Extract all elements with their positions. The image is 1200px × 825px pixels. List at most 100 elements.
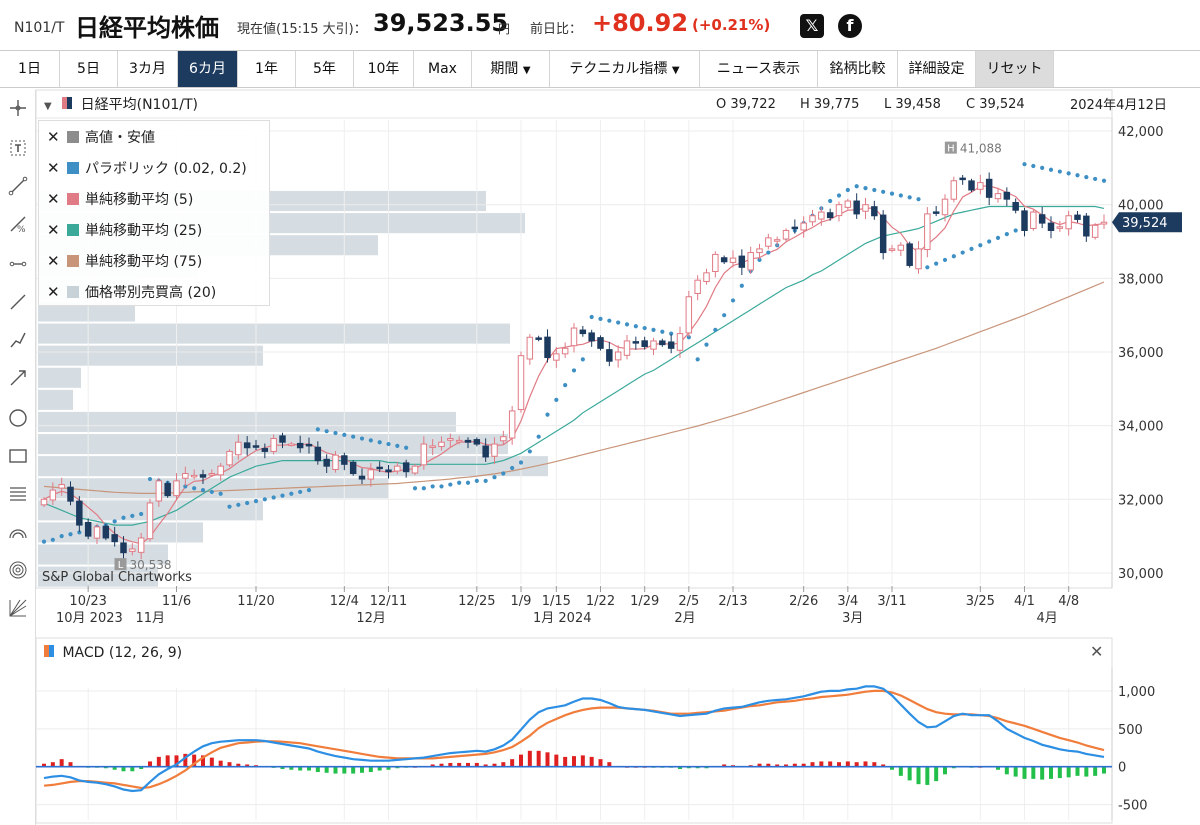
ohlc-close: C 39,524 bbox=[966, 97, 1025, 112]
macd-histogram-bar bbox=[236, 763, 241, 767]
indicator-sma5[interactable]: ✕ 単純移動平均 (5) bbox=[47, 189, 193, 209]
macd-histogram-bar bbox=[377, 766, 382, 771]
candle-body bbox=[862, 204, 869, 212]
psar-dot bbox=[395, 443, 400, 449]
candle-body bbox=[1021, 210, 1028, 231]
period-3m-button[interactable]: 3カ月 bbox=[118, 51, 178, 87]
psar-dot bbox=[68, 532, 73, 537]
macd-histogram-bar bbox=[333, 766, 338, 774]
period-1d-button[interactable]: 1日 bbox=[0, 51, 60, 87]
fibonacci-circle-icon[interactable] bbox=[8, 560, 28, 580]
range-dropdown[interactable]: 期間 ▼ bbox=[472, 51, 550, 87]
psar-dot bbox=[960, 250, 965, 255]
psar-dot bbox=[492, 475, 497, 480]
settings-button[interactable]: 詳細設定 bbox=[898, 51, 976, 87]
macd-histogram-bar bbox=[466, 762, 470, 767]
psar-dot bbox=[121, 515, 126, 520]
psar-dot bbox=[598, 316, 603, 321]
psar-dot bbox=[1093, 176, 1098, 182]
period-5d-button[interactable]: 5日 bbox=[60, 51, 118, 87]
polyline-icon[interactable] bbox=[8, 330, 28, 350]
macd-histogram-bar bbox=[298, 766, 303, 771]
macd-histogram-bar bbox=[59, 759, 64, 767]
candle-body bbox=[623, 340, 631, 356]
volume-by-price-bar bbox=[38, 456, 548, 477]
macd-histogram-bar bbox=[386, 766, 391, 770]
indicator-sma25[interactable]: ✕ 単純移動平均 (25) bbox=[47, 220, 202, 240]
percent-line-icon[interactable]: % bbox=[8, 214, 28, 234]
circle-tool-icon[interactable] bbox=[8, 408, 28, 428]
period-max-button[interactable]: Max bbox=[414, 51, 472, 87]
psar-dot bbox=[739, 283, 744, 288]
candle-body bbox=[694, 279, 701, 294]
macd-histogram-bar bbox=[1093, 766, 1098, 776]
indicator-sma75[interactable]: ✕ 単純移動平均 (75) bbox=[47, 251, 202, 271]
rectangle-tool-icon[interactable] bbox=[8, 446, 28, 466]
price-tick-label: 34,000 bbox=[1118, 420, 1164, 435]
gann-fan-icon[interactable] bbox=[8, 598, 28, 618]
psar-dot bbox=[978, 243, 983, 248]
psar-dot bbox=[280, 493, 285, 498]
close-icon[interactable]: ✕ bbox=[47, 159, 60, 177]
technical-indicators-dropdown[interactable]: テクニカル指標 ▼ bbox=[550, 51, 700, 87]
macd-histogram-bar bbox=[227, 762, 232, 767]
price-change-percent: (+0.21%) bbox=[692, 16, 771, 34]
macd-histogram-bar bbox=[598, 759, 603, 767]
psar-dot bbox=[439, 484, 444, 489]
psar-dot bbox=[1031, 163, 1036, 169]
series-legend[interactable]: ▼ 日経平均(N101/T) bbox=[44, 94, 198, 114]
close-icon[interactable]: ✕ bbox=[1090, 642, 1104, 661]
macd-histogram-bar bbox=[890, 766, 894, 770]
indicator-parabolic[interactable]: ✕ パラボリック (0.02, 0.2) bbox=[47, 158, 247, 178]
period-5y-button[interactable]: 5年 bbox=[296, 51, 354, 87]
period-10y-button[interactable]: 10年 bbox=[354, 51, 414, 87]
candle-body bbox=[544, 336, 551, 359]
close-icon[interactable]: ✕ bbox=[47, 128, 60, 146]
crosshair-icon[interactable] bbox=[8, 98, 28, 118]
period-6m-button[interactable]: 6カ月 bbox=[178, 51, 238, 87]
candle-body bbox=[800, 222, 807, 231]
close-icon[interactable]: ✕ bbox=[47, 221, 60, 239]
close-icon[interactable]: ✕ bbox=[47, 283, 60, 301]
close-icon[interactable]: ✕ bbox=[47, 252, 60, 270]
psar-dot bbox=[333, 430, 338, 436]
psar-dot bbox=[907, 195, 912, 200]
trend-line-icon[interactable] bbox=[8, 176, 28, 196]
indicator-high-low[interactable]: ✕ 高値・安値 bbox=[47, 127, 155, 147]
psar-dot bbox=[836, 193, 842, 198]
fibonacci-arc-icon[interactable] bbox=[8, 522, 28, 542]
close-icon[interactable]: ✕ bbox=[47, 190, 60, 208]
candle-body bbox=[129, 548, 136, 552]
macd-histogram-bar bbox=[209, 757, 214, 767]
news-toggle-button[interactable]: ニュース表示 bbox=[700, 51, 818, 87]
psar-dot bbox=[589, 314, 594, 320]
indicator-volume-by-price[interactable]: ✕ 価格帯別売買高 (20) bbox=[47, 282, 216, 302]
horizontal-line-icon[interactable] bbox=[8, 254, 28, 274]
x-logo-icon[interactable]: 𝕏 bbox=[800, 14, 824, 38]
candle-body bbox=[906, 243, 913, 266]
candle-body bbox=[217, 465, 224, 476]
low-marker: L 30,538 bbox=[114, 558, 172, 572]
reset-button[interactable]: リセット bbox=[976, 51, 1054, 87]
indicator-swatch bbox=[67, 286, 79, 298]
compare-button[interactable]: 銘柄比較 bbox=[818, 51, 898, 87]
candle-body bbox=[84, 521, 92, 537]
text-tool-icon[interactable] bbox=[8, 138, 28, 158]
date-tick-label: 2/5 bbox=[678, 594, 699, 609]
candle-body bbox=[994, 193, 1002, 200]
facebook-logo-icon[interactable]: f bbox=[838, 14, 862, 38]
candle-body bbox=[853, 200, 860, 215]
fibonacci-icon[interactable] bbox=[8, 484, 28, 504]
candle-body bbox=[155, 480, 163, 502]
arrow-line-icon[interactable] bbox=[8, 368, 28, 388]
ray-line-icon[interactable] bbox=[8, 292, 28, 312]
macd-histogram-bar bbox=[501, 762, 506, 767]
candle-body bbox=[561, 347, 569, 355]
period-1y-button[interactable]: 1年 bbox=[238, 51, 296, 87]
month-label: 10月 2023 bbox=[56, 611, 123, 626]
candle-body bbox=[279, 435, 286, 443]
candle-body bbox=[703, 272, 710, 283]
macd-histogram-bar bbox=[1066, 766, 1071, 778]
collapse-icon[interactable]: ▼ bbox=[44, 101, 52, 112]
